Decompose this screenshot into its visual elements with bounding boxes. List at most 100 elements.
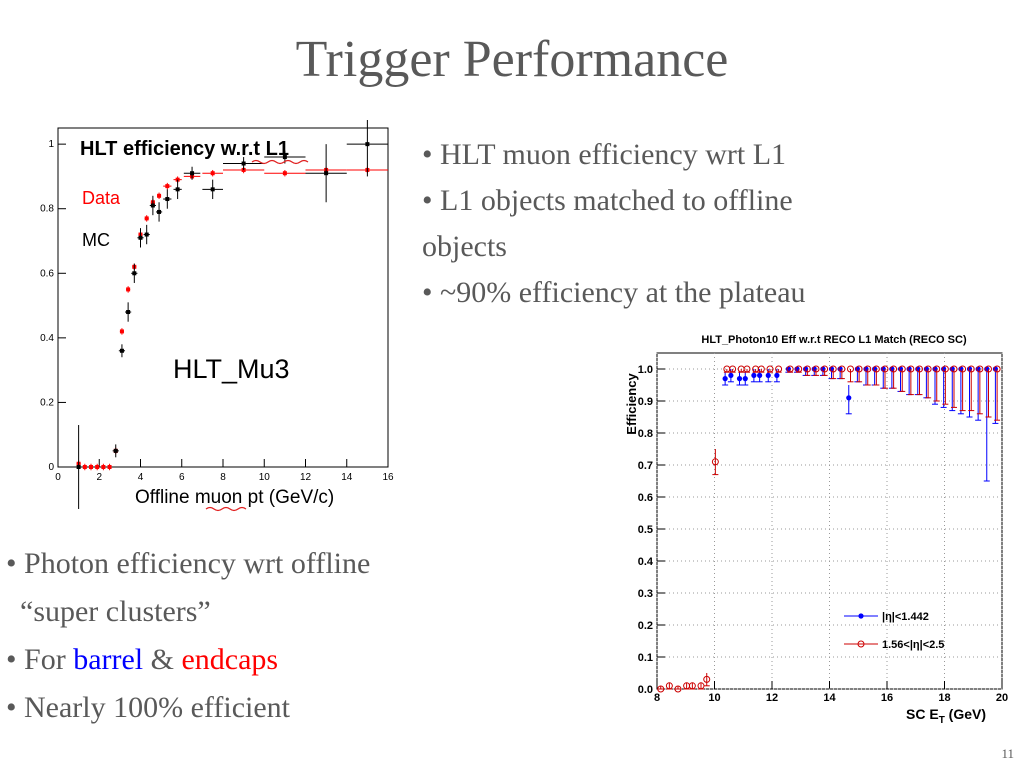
marker <box>855 365 863 373</box>
bullet-item-continuation: objects <box>422 230 507 263</box>
legend-mc: MC <box>82 230 110 250</box>
marker <box>101 465 106 469</box>
marker <box>175 187 180 192</box>
y-tick-label: 0.8 <box>40 204 54 215</box>
data-point <box>872 365 880 386</box>
y-tick-label: 0.2 <box>40 397 54 408</box>
marker <box>119 348 124 353</box>
marker <box>132 271 137 276</box>
marker <box>786 365 794 373</box>
bullet-text: • For <box>6 643 74 676</box>
data-point <box>821 365 829 376</box>
marker <box>728 372 734 378</box>
data-point <box>838 365 846 380</box>
marker <box>959 365 967 373</box>
marker <box>821 365 829 373</box>
legend-data: Data <box>82 188 121 208</box>
x-tick-label: 16 <box>382 472 394 483</box>
marker <box>165 184 170 189</box>
x-axis-label: Offline muon pt (GeV/c) <box>135 487 334 508</box>
data-point <box>101 463 106 471</box>
marker <box>846 395 852 401</box>
data-point <box>107 463 112 471</box>
bullet-list-bottom: • Photon efficiency wrt offline “super c… <box>6 540 526 732</box>
marker <box>157 209 162 214</box>
y-tick-label: 0.6 <box>40 268 54 279</box>
bullet-text: & <box>143 643 182 676</box>
marker <box>210 171 215 176</box>
marker <box>138 235 143 240</box>
y-tick-label: 0.1 <box>638 652 653 664</box>
data-point <box>967 365 975 412</box>
data-point <box>125 302 132 322</box>
legend-marker <box>858 613 864 619</box>
marker <box>674 685 682 693</box>
marker <box>241 161 246 166</box>
marker <box>736 376 743 382</box>
marker <box>95 465 100 469</box>
data-point <box>264 169 306 177</box>
data-point <box>118 344 126 358</box>
data-point <box>742 372 749 386</box>
data-point <box>131 263 138 283</box>
y-tick-label: 0.3 <box>638 588 653 600</box>
data-point <box>665 682 673 690</box>
marker <box>924 365 932 373</box>
marker <box>82 465 87 469</box>
marker <box>365 142 370 147</box>
data-point <box>941 365 949 405</box>
chart-title: HLT_Photon10 Eff w.r.t RECO L1 Match (RE… <box>701 334 967 346</box>
marker <box>765 372 771 378</box>
marker <box>282 155 287 160</box>
data-point <box>173 179 182 200</box>
marker <box>864 365 872 373</box>
data-point <box>163 189 172 209</box>
data-point <box>976 365 984 415</box>
marker <box>190 171 195 176</box>
marker <box>107 465 112 469</box>
x-tick-label: 0 <box>55 472 61 483</box>
marker <box>774 372 780 378</box>
marker <box>711 458 719 466</box>
x-tick-label: 10 <box>259 472 271 483</box>
photon-efficiency-chart: HLT_Photon10 Eff w.r.t RECO L1 Match (RE… <box>624 334 1008 726</box>
legend-marker <box>857 640 865 648</box>
bullet-item: • HLT muon efficiency wrt L1 <box>422 138 787 171</box>
marker <box>890 365 898 373</box>
data-point <box>143 224 150 245</box>
data-point <box>898 365 906 392</box>
data-point <box>722 372 729 386</box>
data-point <box>915 365 923 396</box>
data-point <box>766 365 774 373</box>
bullet-list-top: • HLT muon efficiency wrt L1 • L1 object… <box>422 132 982 316</box>
x-tick-label: 18 <box>938 692 950 704</box>
bullet-item: • Photon efficiency wrt offline <box>6 547 371 580</box>
marker <box>751 372 757 378</box>
marker <box>89 465 93 469</box>
bullet-item-continuation: “super clusters” <box>20 595 211 628</box>
marker <box>324 171 329 176</box>
marker <box>729 365 737 373</box>
data-point <box>812 365 820 376</box>
marker <box>703 675 711 683</box>
data-point <box>775 365 783 373</box>
y-tick-label: 0.5 <box>638 524 653 536</box>
plot-frame <box>57 127 389 468</box>
x-tick-label: 6 <box>179 472 185 483</box>
data-point <box>846 365 854 383</box>
y-tick-label: 1 <box>48 139 54 150</box>
endcaps-text: endcaps <box>181 643 279 676</box>
data-point <box>757 365 765 373</box>
marker <box>838 365 846 373</box>
data-point <box>890 365 898 389</box>
x-tick-label: 8 <box>220 472 226 483</box>
data-point <box>155 202 163 222</box>
data-point <box>657 685 665 693</box>
marker <box>126 287 131 292</box>
x-tick-label: 10 <box>708 692 720 704</box>
data-point <box>933 365 941 402</box>
marker <box>795 365 803 373</box>
data-point <box>82 463 87 471</box>
data-point <box>959 365 967 412</box>
y-tick-label: 0.6 <box>638 492 653 504</box>
